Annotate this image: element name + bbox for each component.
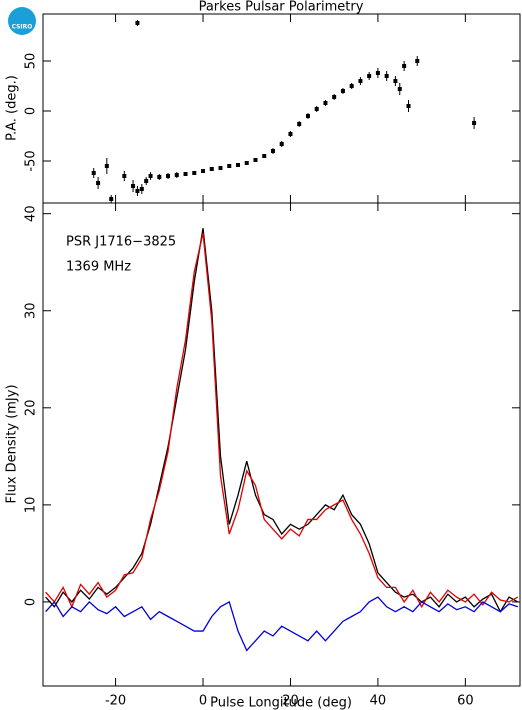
logo-text: CSIRO (12, 24, 33, 31)
y-tick-label: 10 (24, 497, 39, 514)
y-tick-label: -50 (24, 150, 39, 171)
point (288, 132, 293, 136)
point (358, 79, 363, 83)
annotation: PSR J1716−3825 (66, 235, 176, 250)
point (323, 101, 328, 105)
point (367, 74, 372, 78)
y-axis-label: P.A. (deg.) (5, 75, 20, 141)
point (244, 161, 249, 165)
y-tick-label: 0 (24, 107, 39, 115)
point (297, 122, 302, 126)
logo (8, 7, 36, 35)
point (415, 59, 420, 63)
point (209, 167, 214, 171)
point (227, 164, 232, 168)
point (183, 172, 188, 176)
point (406, 104, 411, 108)
point (131, 184, 136, 188)
point (144, 179, 149, 183)
point (135, 21, 140, 25)
point (91, 171, 96, 175)
point (122, 174, 127, 178)
point (135, 189, 140, 193)
series-line (45, 596, 519, 652)
series-line (45, 232, 519, 609)
point (201, 169, 206, 173)
point (139, 187, 144, 191)
panel-frame (42, 202, 521, 687)
point (253, 158, 258, 162)
point (375, 71, 380, 75)
point (270, 149, 275, 153)
point (235, 163, 240, 167)
x-tick-label: 40 (370, 694, 387, 709)
panel-frame (42, 13, 521, 204)
point (96, 181, 101, 185)
point (148, 174, 153, 178)
point (279, 142, 284, 146)
point (349, 84, 354, 88)
y-tick-label: 0 (24, 598, 39, 606)
series-line (45, 228, 519, 613)
x-tick-label: 0 (199, 694, 207, 709)
point (472, 121, 477, 125)
point (402, 64, 407, 68)
point (305, 114, 310, 118)
y-tick-label: 50 (24, 53, 39, 70)
chart-title: Parkes Pulsar Polarimetry (199, 0, 364, 15)
point (384, 74, 389, 78)
point (157, 175, 162, 179)
point (192, 171, 197, 175)
y-tick-label: 20 (24, 400, 39, 417)
point (393, 79, 398, 83)
point (218, 166, 223, 170)
y-axis-label: Flux Density (mJy) (5, 384, 20, 503)
x-tick-label: 60 (457, 694, 474, 709)
point (314, 107, 319, 111)
point (174, 173, 179, 177)
y-tick-label: 40 (24, 205, 39, 222)
x-tick-label: 20 (282, 694, 299, 709)
point (397, 87, 402, 91)
point (104, 164, 109, 168)
x-tick-label: -20 (105, 694, 126, 709)
point (262, 154, 267, 158)
point (109, 197, 114, 201)
point (166, 174, 171, 178)
point (340, 89, 345, 93)
x-axis-label: Pulse Longitude (deg) (210, 696, 352, 710)
point (332, 95, 337, 99)
y-tick-label: 30 (24, 302, 39, 319)
annotation: 1369 MHz (66, 260, 131, 275)
